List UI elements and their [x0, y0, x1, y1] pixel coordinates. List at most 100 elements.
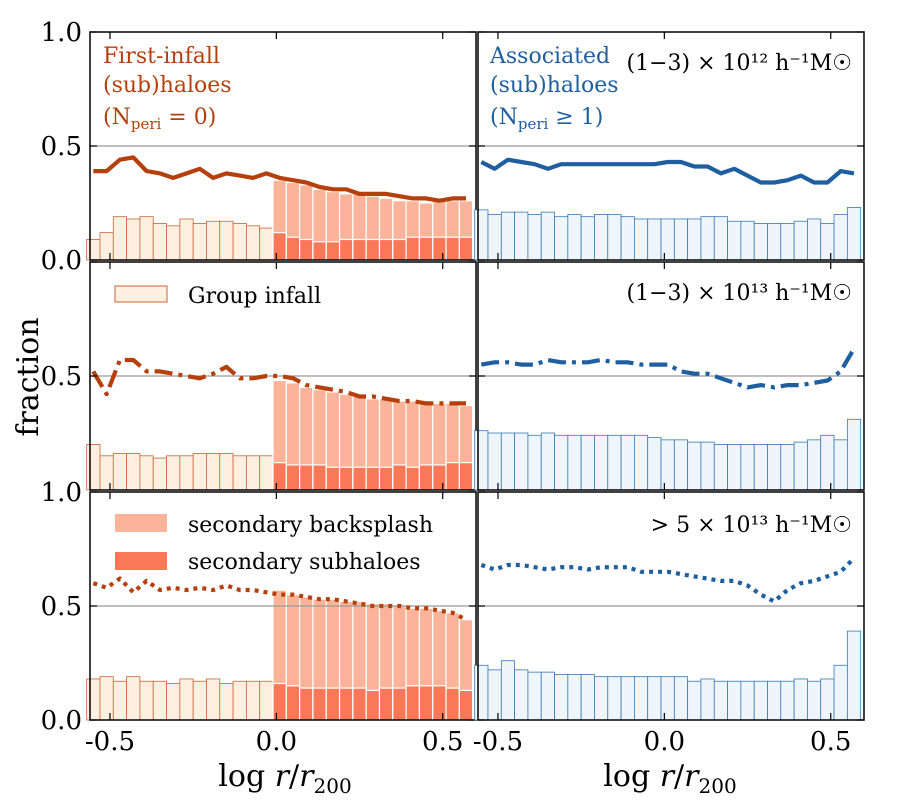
- subhalo-bar: [445, 462, 460, 491]
- associated-bar: [673, 676, 689, 721]
- group-infall-bar: [166, 683, 181, 721]
- subhalo-bar: [432, 236, 447, 261]
- subhalo-bar: [338, 466, 354, 491]
- group-infall-bar: [259, 680, 274, 721]
- associated-bar: [554, 434, 569, 491]
- subhalo-bar: [312, 241, 327, 261]
- subhalo-bar: [365, 466, 381, 491]
- x-tick-label: 0.0: [644, 727, 685, 757]
- group-infall-bar: [192, 223, 207, 261]
- subhalo-bar: [312, 687, 327, 721]
- panel-r1-c2: [474, 31, 865, 261]
- associated-bar: [660, 218, 675, 261]
- subhalo-bar: [338, 238, 354, 261]
- subhalo-bar: [338, 687, 354, 721]
- associated-bar: [713, 443, 728, 491]
- associated-bar: [767, 223, 782, 261]
- associated-bar: [487, 669, 502, 721]
- associated-bar: [500, 432, 516, 491]
- subhalo-bar: [299, 687, 314, 721]
- subhalo-bar: [458, 236, 474, 261]
- associated-bar: [474, 664, 489, 721]
- y-tick-label: 1.0: [41, 478, 82, 508]
- subhalo-bar: [418, 464, 434, 491]
- group-infall-bar: [259, 455, 274, 491]
- associated-bar: [833, 664, 848, 721]
- group-infall-bar: [192, 453, 207, 491]
- associated-bar: [793, 220, 808, 261]
- associated-bar: [780, 680, 795, 721]
- first-infall-title-line1: First-infall: [103, 44, 220, 69]
- associated-bar: [713, 680, 728, 721]
- associated-bar: [474, 209, 489, 261]
- associated-bar: [687, 218, 702, 261]
- subhalo-bar: [445, 236, 460, 261]
- associated-bar: [633, 676, 649, 721]
- associated-bar: [580, 434, 595, 491]
- subhalo-bar: [365, 689, 381, 721]
- legend-secondary: secondary backsplash secondary subhaloes: [115, 513, 433, 575]
- subhalo-bar: [445, 687, 460, 721]
- subhalo-bar: [378, 687, 394, 721]
- panel-r2-c1: [86, 261, 477, 491]
- associated-bar: [554, 674, 569, 721]
- associated-bar: [793, 441, 808, 491]
- group-infall-bar: [219, 220, 234, 261]
- group-infall-bar: [219, 453, 234, 491]
- subhalo-bar: [299, 464, 314, 491]
- group-infall-bar: [192, 680, 207, 721]
- associated-bar: [740, 220, 755, 261]
- group-infall-bar: [152, 680, 167, 721]
- associated-bar: [767, 443, 782, 491]
- group-infall-bar: [179, 678, 194, 721]
- subhalo-bar: [432, 464, 447, 491]
- associated-bar: [607, 434, 622, 491]
- associated-bar: [567, 674, 582, 721]
- associated-bar: [820, 678, 835, 721]
- group-infall-bar: [206, 220, 221, 261]
- associated-bar: [527, 671, 542, 721]
- associated-title-line2: (sub)haloes: [490, 73, 619, 98]
- associated-bar: [833, 213, 848, 261]
- associated-bar: [514, 669, 529, 721]
- subhalo-bar: [325, 466, 341, 491]
- associated-bar: [647, 676, 662, 721]
- associated-bar: [833, 439, 848, 491]
- x-axis-label-right: log r/r200: [603, 759, 736, 798]
- group-infall-bar: [245, 455, 261, 491]
- first-infall-fraction-line: [93, 155, 466, 203]
- x-tick-label: 0.0: [256, 727, 297, 757]
- associated-bar: [780, 443, 795, 491]
- associated-bar: [500, 660, 516, 721]
- associated-title-line1: Associated: [489, 44, 610, 69]
- y-tick-label: 0.5: [41, 132, 82, 162]
- group-infall-bar: [139, 680, 154, 721]
- associated-bar: [807, 439, 822, 491]
- associated-bar: [767, 680, 782, 721]
- panel-r3-c2: [474, 491, 865, 721]
- mass-label-row3: > 5 × 10¹³ h⁻¹M☉: [651, 513, 852, 538]
- subhalo-bar: [272, 462, 287, 491]
- associated-bar: [647, 218, 662, 261]
- subhalo-bar: [458, 689, 474, 721]
- group-infall-bar: [86, 678, 101, 721]
- subhalo-bar: [418, 685, 434, 721]
- first-infall-title: First-infall (sub)haloes (Nperi = 0): [103, 44, 232, 133]
- subhalo-bar: [378, 238, 394, 261]
- associated-bar: [753, 223, 768, 261]
- subhalo-bar: [365, 238, 381, 261]
- associated-bar: [846, 630, 862, 721]
- subhalo-bar: [352, 466, 367, 491]
- group-infall-bar: [126, 453, 141, 491]
- subhalo-bar: [405, 236, 421, 261]
- associated-bar: [540, 671, 555, 721]
- first-infall-fraction-line: [91, 357, 466, 406]
- associated-bar: [753, 443, 768, 491]
- y-axis-label: fraction: [11, 317, 46, 436]
- subhalo-bar: [272, 682, 287, 721]
- subhalo-bar: [392, 464, 407, 491]
- associated-bar: [780, 223, 795, 261]
- associated-bar: [514, 432, 529, 491]
- group-infall-bar: [112, 216, 128, 261]
- associated-fraction-line: [480, 157, 855, 185]
